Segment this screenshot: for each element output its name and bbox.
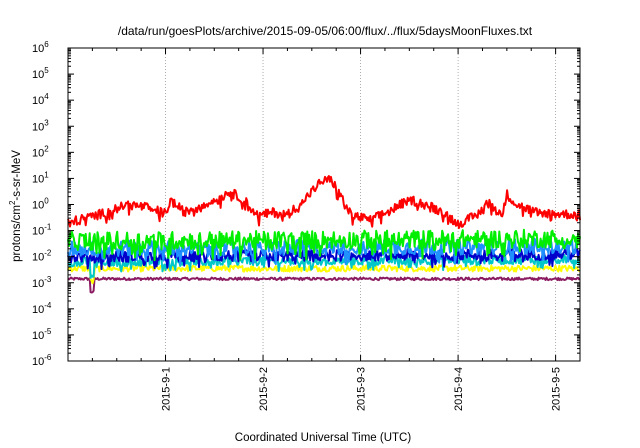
- y-tick-exponent: -5: [44, 327, 52, 336]
- series-line: [67, 228, 581, 262]
- y-axis-label-rest: -s-sr-MeV: [11, 150, 23, 201]
- y-tick-mantissa: 10: [32, 226, 44, 238]
- y-tick-mantissa: 10: [32, 43, 44, 55]
- y-tick-label: 103: [32, 118, 49, 133]
- y-tick-exponent: 6: [44, 40, 49, 49]
- y-tick-exponent: -2: [44, 249, 52, 258]
- y-tick-exponent: 3: [44, 118, 49, 127]
- y-axis-label: protons/cm2-s-sr-MeV: [8, 150, 23, 262]
- y-axis-label-sup: 2: [8, 200, 17, 205]
- x-tick-label: 2015-9-5: [551, 367, 563, 411]
- x-tick-label: 2015-9-1: [161, 367, 173, 411]
- series-layer: [67, 175, 581, 294]
- y-tick-label: 10-5: [32, 327, 52, 342]
- x-tick-label: 2015-9-2: [258, 367, 270, 411]
- y-tick-mantissa: 10: [32, 95, 44, 107]
- y-tick-label: 100: [32, 197, 49, 212]
- x-axis-label: Coordinated Universal Time (UTC): [235, 432, 412, 444]
- y-tick-mantissa: 10: [32, 252, 44, 264]
- y-tick-label: 10-3: [32, 275, 52, 290]
- y-tick-mantissa: 10: [32, 147, 44, 159]
- y-tick-mantissa: 10: [32, 278, 44, 290]
- y-tick-exponent: 2: [44, 144, 49, 153]
- y-tick-mantissa: 10: [32, 304, 44, 316]
- y-tick-exponent: 0: [44, 197, 49, 206]
- y-tick-label: 105: [32, 66, 49, 81]
- y-tick-label: 10-2: [32, 249, 52, 264]
- y-tick-label: 106: [32, 40, 49, 55]
- y-tick-exponent: -3: [44, 275, 52, 284]
- x-tick-label: 2015-9-3: [356, 367, 368, 411]
- series-line: [67, 264, 581, 285]
- y-tick-mantissa: 10: [32, 330, 44, 342]
- chart-title: /data/run/goesPlots/archive/2015-09-05/0…: [118, 24, 533, 38]
- y-tick-mantissa: 10: [32, 200, 44, 212]
- y-axis-label-base: protons/cm: [11, 205, 23, 262]
- y-tick-exponent: -1: [44, 223, 52, 232]
- x-tick-label: 2015-9-4: [453, 367, 465, 411]
- y-axis: 10-610-510-410-310-210-11001011021031041…: [32, 40, 580, 368]
- y-tick-exponent: -6: [44, 353, 52, 362]
- series-line: [67, 237, 581, 266]
- series-line: [67, 247, 581, 271]
- y-tick-exponent: 1: [44, 170, 49, 179]
- y-tick-label: 102: [32, 144, 49, 159]
- y-tick-label: 10-6: [32, 353, 52, 368]
- y-tick-mantissa: 10: [32, 121, 44, 133]
- series-line: [67, 276, 581, 294]
- y-tick-exponent: 5: [44, 66, 49, 75]
- y-tick-mantissa: 10: [32, 356, 44, 368]
- series-line: [67, 175, 581, 230]
- y-tick-mantissa: 10: [32, 69, 44, 81]
- y-tick-label: 104: [32, 92, 49, 107]
- y-tick-label: 10-1: [32, 223, 52, 238]
- y-tick-exponent: -4: [44, 301, 52, 310]
- y-tick-exponent: 4: [44, 92, 49, 101]
- y-tick-label: 101: [32, 170, 49, 185]
- y-tick-mantissa: 10: [32, 173, 44, 185]
- x-axis: 2015-9-1 2015-9-2 2015-9-3 2015-9-4 2015-9-5: [91, 48, 563, 411]
- grid: [165, 48, 557, 361]
- y-tick-label: 10-4: [32, 301, 52, 316]
